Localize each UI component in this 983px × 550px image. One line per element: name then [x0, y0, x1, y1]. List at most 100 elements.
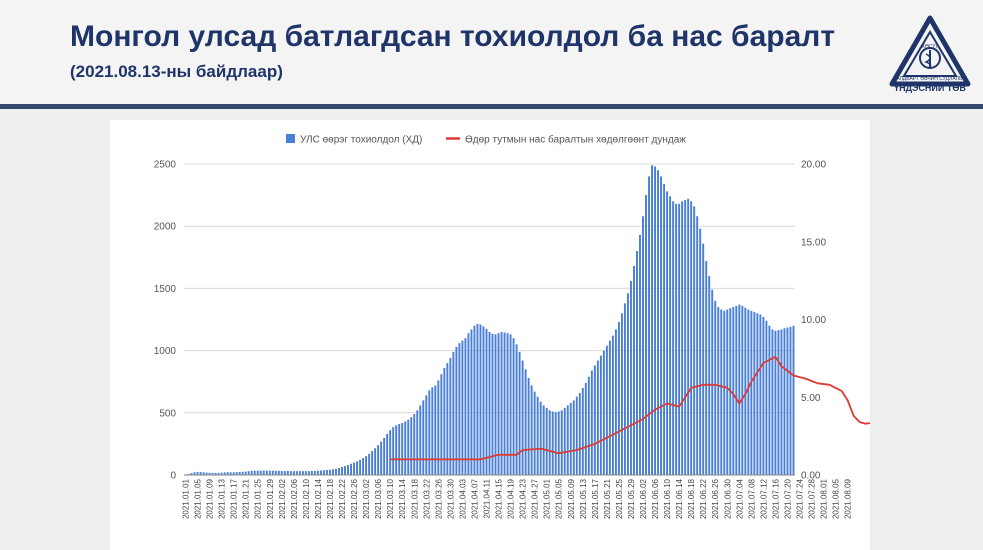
bar [310, 471, 313, 475]
bar [515, 344, 518, 475]
bar [265, 470, 268, 475]
bar [356, 461, 359, 475]
bar [386, 433, 389, 475]
bar [723, 310, 726, 475]
bar [256, 470, 259, 475]
bar [461, 340, 464, 475]
bar [789, 326, 792, 475]
bar [226, 472, 229, 475]
bar [377, 445, 380, 475]
bar [271, 470, 274, 475]
x-date-tick-label: 2021.01.29 [266, 478, 275, 519]
y-right-tick-label: 5.00 [801, 393, 821, 404]
bar [639, 234, 641, 475]
bar [250, 471, 253, 475]
bar [690, 201, 693, 475]
bar [705, 261, 708, 475]
bar [629, 280, 632, 475]
bar [241, 471, 244, 475]
bar [726, 309, 729, 475]
bar [307, 471, 310, 475]
bar [479, 324, 482, 475]
bar [407, 419, 410, 475]
cases-deaths-chart: 0 500 1000 1500 2000 2500 0.00 5.00 10.00 15.00 20… [154, 134, 870, 519]
bar [392, 427, 395, 475]
bar [452, 351, 455, 475]
bar [575, 396, 578, 475]
bar [494, 334, 497, 475]
bar [792, 325, 795, 475]
x-date-tick-label: 2021.07.28 [808, 478, 817, 519]
logo-badge: ХӨСҮТ [922, 44, 939, 50]
x-date-tick-label: 2021.06.14 [675, 478, 684, 519]
logo-org-small: ХАЛДВАРТ ӨВЧИН СУДЛАЛЫН [892, 76, 968, 82]
y-right-tick-label: 0.00 [801, 471, 821, 482]
bar [389, 430, 392, 475]
bar [542, 405, 545, 475]
bar [771, 329, 774, 475]
bar [753, 312, 756, 475]
bar [491, 333, 494, 475]
bar [425, 395, 428, 475]
bar [699, 228, 702, 475]
bar [602, 350, 605, 475]
bar [326, 470, 328, 475]
bar [545, 407, 548, 475]
x-date-tick-label: 2021.04.03 [458, 478, 467, 519]
bar [735, 305, 738, 475]
x-date-tick-label: 2021.05.01 [543, 478, 552, 519]
bar [551, 411, 554, 475]
bar [563, 407, 566, 475]
bar [521, 360, 524, 475]
bar [223, 472, 226, 475]
bar [464, 338, 467, 475]
bar [596, 360, 599, 475]
bar [301, 471, 304, 475]
bar [485, 328, 488, 475]
bar [717, 307, 720, 475]
x-date-tick-label: 2021.02.10 [302, 478, 311, 519]
bar [506, 333, 509, 475]
y-left-tick-label: 0 [170, 471, 176, 482]
legend: УЛС өөрэг тохиолдол (ХД) Өдөр тутмын нас … [286, 134, 686, 146]
bar [374, 448, 377, 475]
x-date-tick-label: 2021.04.11 [482, 478, 491, 518]
x-date-tick-label: 2021.06.10 [663, 478, 672, 519]
bar [744, 307, 747, 475]
bar [365, 456, 368, 475]
bar [741, 305, 744, 475]
bar [572, 400, 575, 475]
bar [768, 325, 771, 475]
bar [335, 468, 337, 475]
x-date-tick-label: 2021.05.21 [603, 478, 612, 519]
bar [368, 453, 371, 475]
x-date-tick-label: 2021.02.02 [278, 478, 287, 519]
bar [759, 314, 762, 475]
bar [669, 196, 672, 475]
bar [289, 471, 292, 475]
bar [353, 462, 356, 475]
bar [675, 203, 678, 476]
bar [747, 309, 750, 475]
bar [458, 343, 461, 475]
bar [509, 334, 512, 475]
bar [566, 405, 569, 475]
bar [611, 335, 614, 475]
header-band [0, 0, 983, 104]
x-date-tick-label: 2021.03.02 [362, 478, 371, 519]
bar [431, 387, 434, 475]
bar [678, 203, 681, 476]
y-right-tick-label: 10.00 [801, 315, 826, 326]
bar [590, 370, 593, 475]
x-date-tick-label: 2021.01.25 [254, 478, 263, 519]
bar [211, 472, 214, 475]
bar [654, 166, 657, 475]
bar [663, 183, 666, 475]
bar [548, 410, 551, 475]
bar [560, 410, 563, 475]
y-left-tick-label: 2000 [154, 222, 177, 233]
x-date-tick-label: 2021.05.05 [555, 478, 564, 519]
bar [286, 471, 289, 475]
bar [268, 470, 271, 475]
bar [419, 405, 422, 475]
